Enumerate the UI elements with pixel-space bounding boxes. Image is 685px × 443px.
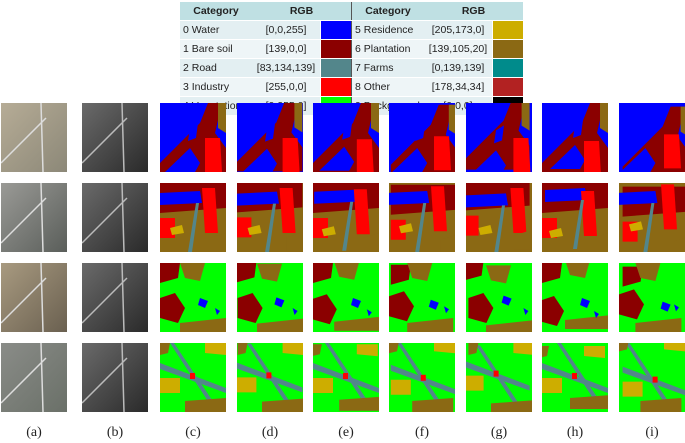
category-label: 2 Road	[180, 58, 252, 78]
color-swatch	[320, 20, 352, 40]
color-swatch	[492, 77, 523, 97]
category-label: 5 Residence	[351, 20, 424, 40]
rgb-image	[1, 183, 67, 252]
category-label: 3 Industry	[180, 77, 252, 97]
segmentation-map	[389, 263, 455, 332]
segmentation-map	[237, 103, 303, 172]
column-label: (c)	[185, 425, 201, 440]
header-rgb: RGB	[252, 2, 352, 21]
segmentation-map	[619, 183, 685, 252]
color-swatch	[492, 58, 523, 78]
color-swatch	[320, 39, 352, 59]
segmentation-map	[542, 103, 608, 172]
legend-row: 0 Water [0,0,255] 5 Residence [205,173,0]	[180, 20, 523, 40]
rgb-value: [205,173,0]	[424, 20, 493, 40]
header-category: Category	[351, 2, 424, 21]
rgb-value: [139,105,20]	[424, 39, 493, 59]
segmentation-map	[619, 263, 685, 332]
rgb-value: [255,0,0]	[252, 77, 321, 97]
segmentation-map	[313, 263, 379, 332]
column-label: (i)	[645, 425, 659, 440]
segmentation-map	[466, 103, 532, 172]
segmentation-map	[542, 263, 608, 332]
column-label: (b)	[106, 425, 124, 440]
rgb-value: [0,0,255]	[252, 20, 321, 40]
column-label: (h)	[566, 425, 584, 440]
header-category: Category	[180, 2, 252, 21]
column-label: (g)	[490, 425, 508, 440]
column-label: (f)	[415, 425, 429, 440]
legend-row: 1 Bare soil [139,0,0] 6 Plantation [139,105…	[180, 39, 523, 59]
segmentation-map	[313, 103, 379, 172]
column-label: (e)	[338, 425, 354, 440]
segmentation-map	[466, 263, 532, 332]
ground-truth-map	[160, 343, 226, 412]
grayscale-image	[82, 263, 148, 332]
legend-row: 3 Industry [255,0,0] 8 Other [178,34,34]	[180, 77, 523, 97]
ground-truth-map	[160, 183, 226, 252]
ground-truth-map	[160, 103, 226, 172]
category-label: 6 Plantation	[351, 39, 424, 59]
category-legend-table: Category RGB Category RGB 0 Water [0,0,25…	[180, 2, 523, 116]
rgb-value: [139,0,0]	[252, 39, 321, 59]
segmentation-map	[466, 183, 532, 252]
column-label: (a)	[26, 425, 42, 440]
segmentation-map	[619, 103, 685, 172]
ground-truth-map	[160, 263, 226, 332]
rgb-image	[1, 263, 67, 332]
segmentation-map	[466, 343, 532, 412]
segmentation-map	[542, 183, 608, 252]
color-swatch	[320, 77, 352, 97]
grayscale-image	[82, 343, 148, 412]
category-label: 8 Other	[351, 77, 424, 97]
legend-row: 2 Road [83,134,139] 7 Farms [0,139,139]	[180, 58, 523, 78]
color-swatch	[320, 58, 352, 78]
segmentation-map	[237, 183, 303, 252]
segmentation-map	[542, 343, 608, 412]
segmentation-map	[237, 343, 303, 412]
category-label: 1 Bare soil	[180, 39, 252, 59]
rgb-image	[1, 103, 67, 172]
segmentation-map	[313, 183, 379, 252]
header-rgb: RGB	[424, 2, 523, 21]
rgb-image	[1, 343, 67, 412]
segmentation-map	[313, 343, 379, 412]
segmentation-map	[389, 343, 455, 412]
segmentation-map	[237, 263, 303, 332]
category-label: 0 Water	[180, 20, 252, 40]
rgb-value: [178,34,34]	[424, 77, 493, 97]
segmentation-map	[389, 183, 455, 252]
rgb-value: [83,134,139]	[252, 58, 321, 78]
rgb-value: [0,139,139]	[424, 58, 493, 78]
column-label: (d)	[261, 425, 279, 440]
segmentation-map	[389, 103, 455, 172]
segmentation-map	[619, 343, 685, 412]
category-label: 7 Farms	[351, 58, 424, 78]
color-swatch	[492, 39, 523, 59]
grayscale-image	[82, 183, 148, 252]
color-swatch	[492, 20, 523, 40]
grayscale-image	[82, 103, 148, 172]
